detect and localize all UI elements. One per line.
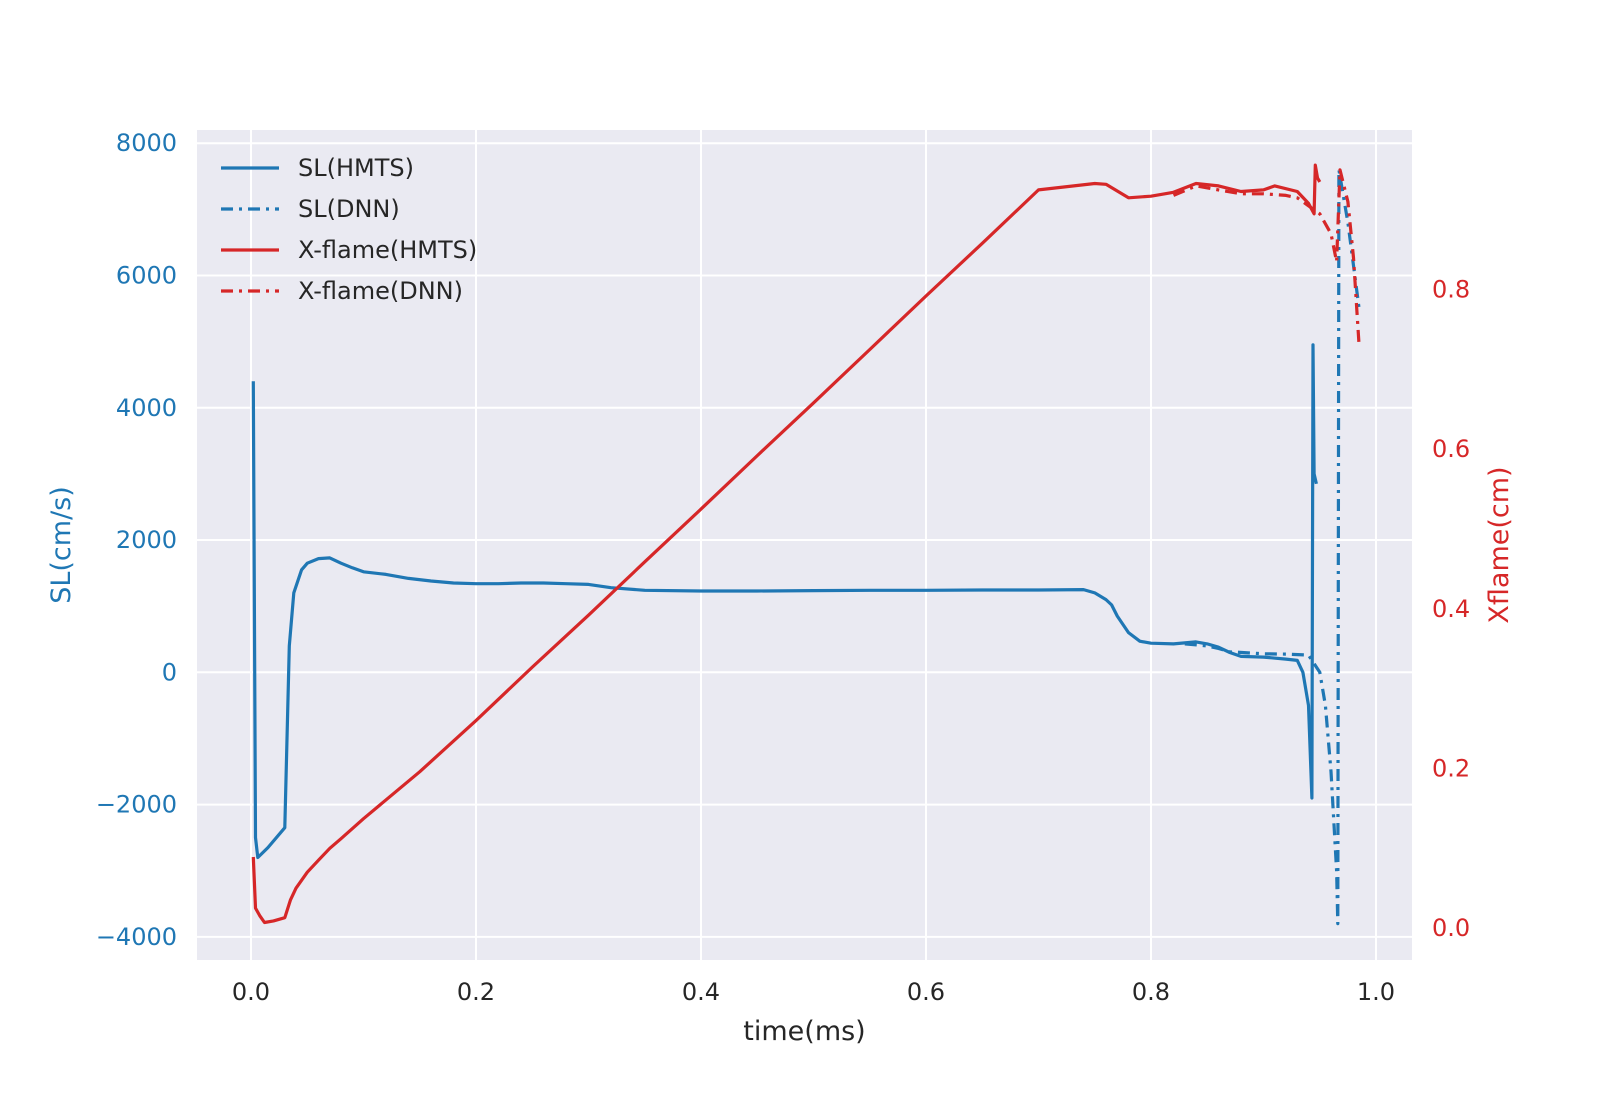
y-right-tick-label: 0.6: [1432, 435, 1470, 463]
y-right-tick-label: 0.4: [1432, 595, 1470, 623]
series-line-sl-hmts: [251, 343, 1318, 860]
y-left-tick-label: −4000: [96, 923, 177, 951]
x-tick-label: 0.6: [907, 978, 945, 1006]
grid-lines: [197, 130, 1412, 960]
y-right-tick-label: 0.0: [1432, 914, 1470, 942]
legend-label: X-flame(HMTS): [298, 236, 477, 264]
series-line-sl-dnn: [1184, 168, 1361, 926]
legend: SL(HMTS) SL(DNN) X-flame(HMTS) X-flame(DNN): [221, 154, 477, 305]
tick-labels: 0.0 0.2 0.4 0.6 0.8 1.0 −4000 −2000 0 2000 4000 600…: [96, 129, 1470, 1006]
legend-label: SL(DNN): [298, 195, 400, 223]
y-right-axis-title: Xflame(cm): [1484, 466, 1515, 623]
x-tick-label: 0.0: [232, 978, 270, 1006]
plot-background: [197, 130, 1412, 960]
legend-label: SL(HMTS): [298, 154, 414, 182]
y-left-tick-label: 8000: [116, 129, 177, 157]
series-line-x-flame-hmts: [251, 163, 1322, 925]
x-tick-label: 0.2: [457, 978, 495, 1006]
y-right-tick-label: 0.8: [1432, 276, 1470, 304]
x-tick-label: 0.8: [1132, 978, 1170, 1006]
series-lines: [251, 163, 1361, 926]
y-left-tick-label: 4000: [116, 394, 177, 422]
y-left-tick-label: 6000: [116, 261, 177, 289]
y-left-tick-label: 0: [162, 658, 177, 686]
series-line-x-flame-dnn: [1172, 168, 1361, 346]
x-tick-label: 0.4: [682, 978, 720, 1006]
x-axis-title: time(ms): [743, 1016, 865, 1047]
legend-label: X-flame(DNN): [298, 277, 463, 305]
y-right-tick-label: 0.2: [1432, 754, 1470, 782]
y-left-tick-label: −2000: [96, 791, 177, 819]
y-left-tick-label: 2000: [116, 526, 177, 554]
x-tick-label: 1.0: [1357, 978, 1395, 1006]
y-left-axis-title: SL(cm/s): [46, 486, 77, 604]
